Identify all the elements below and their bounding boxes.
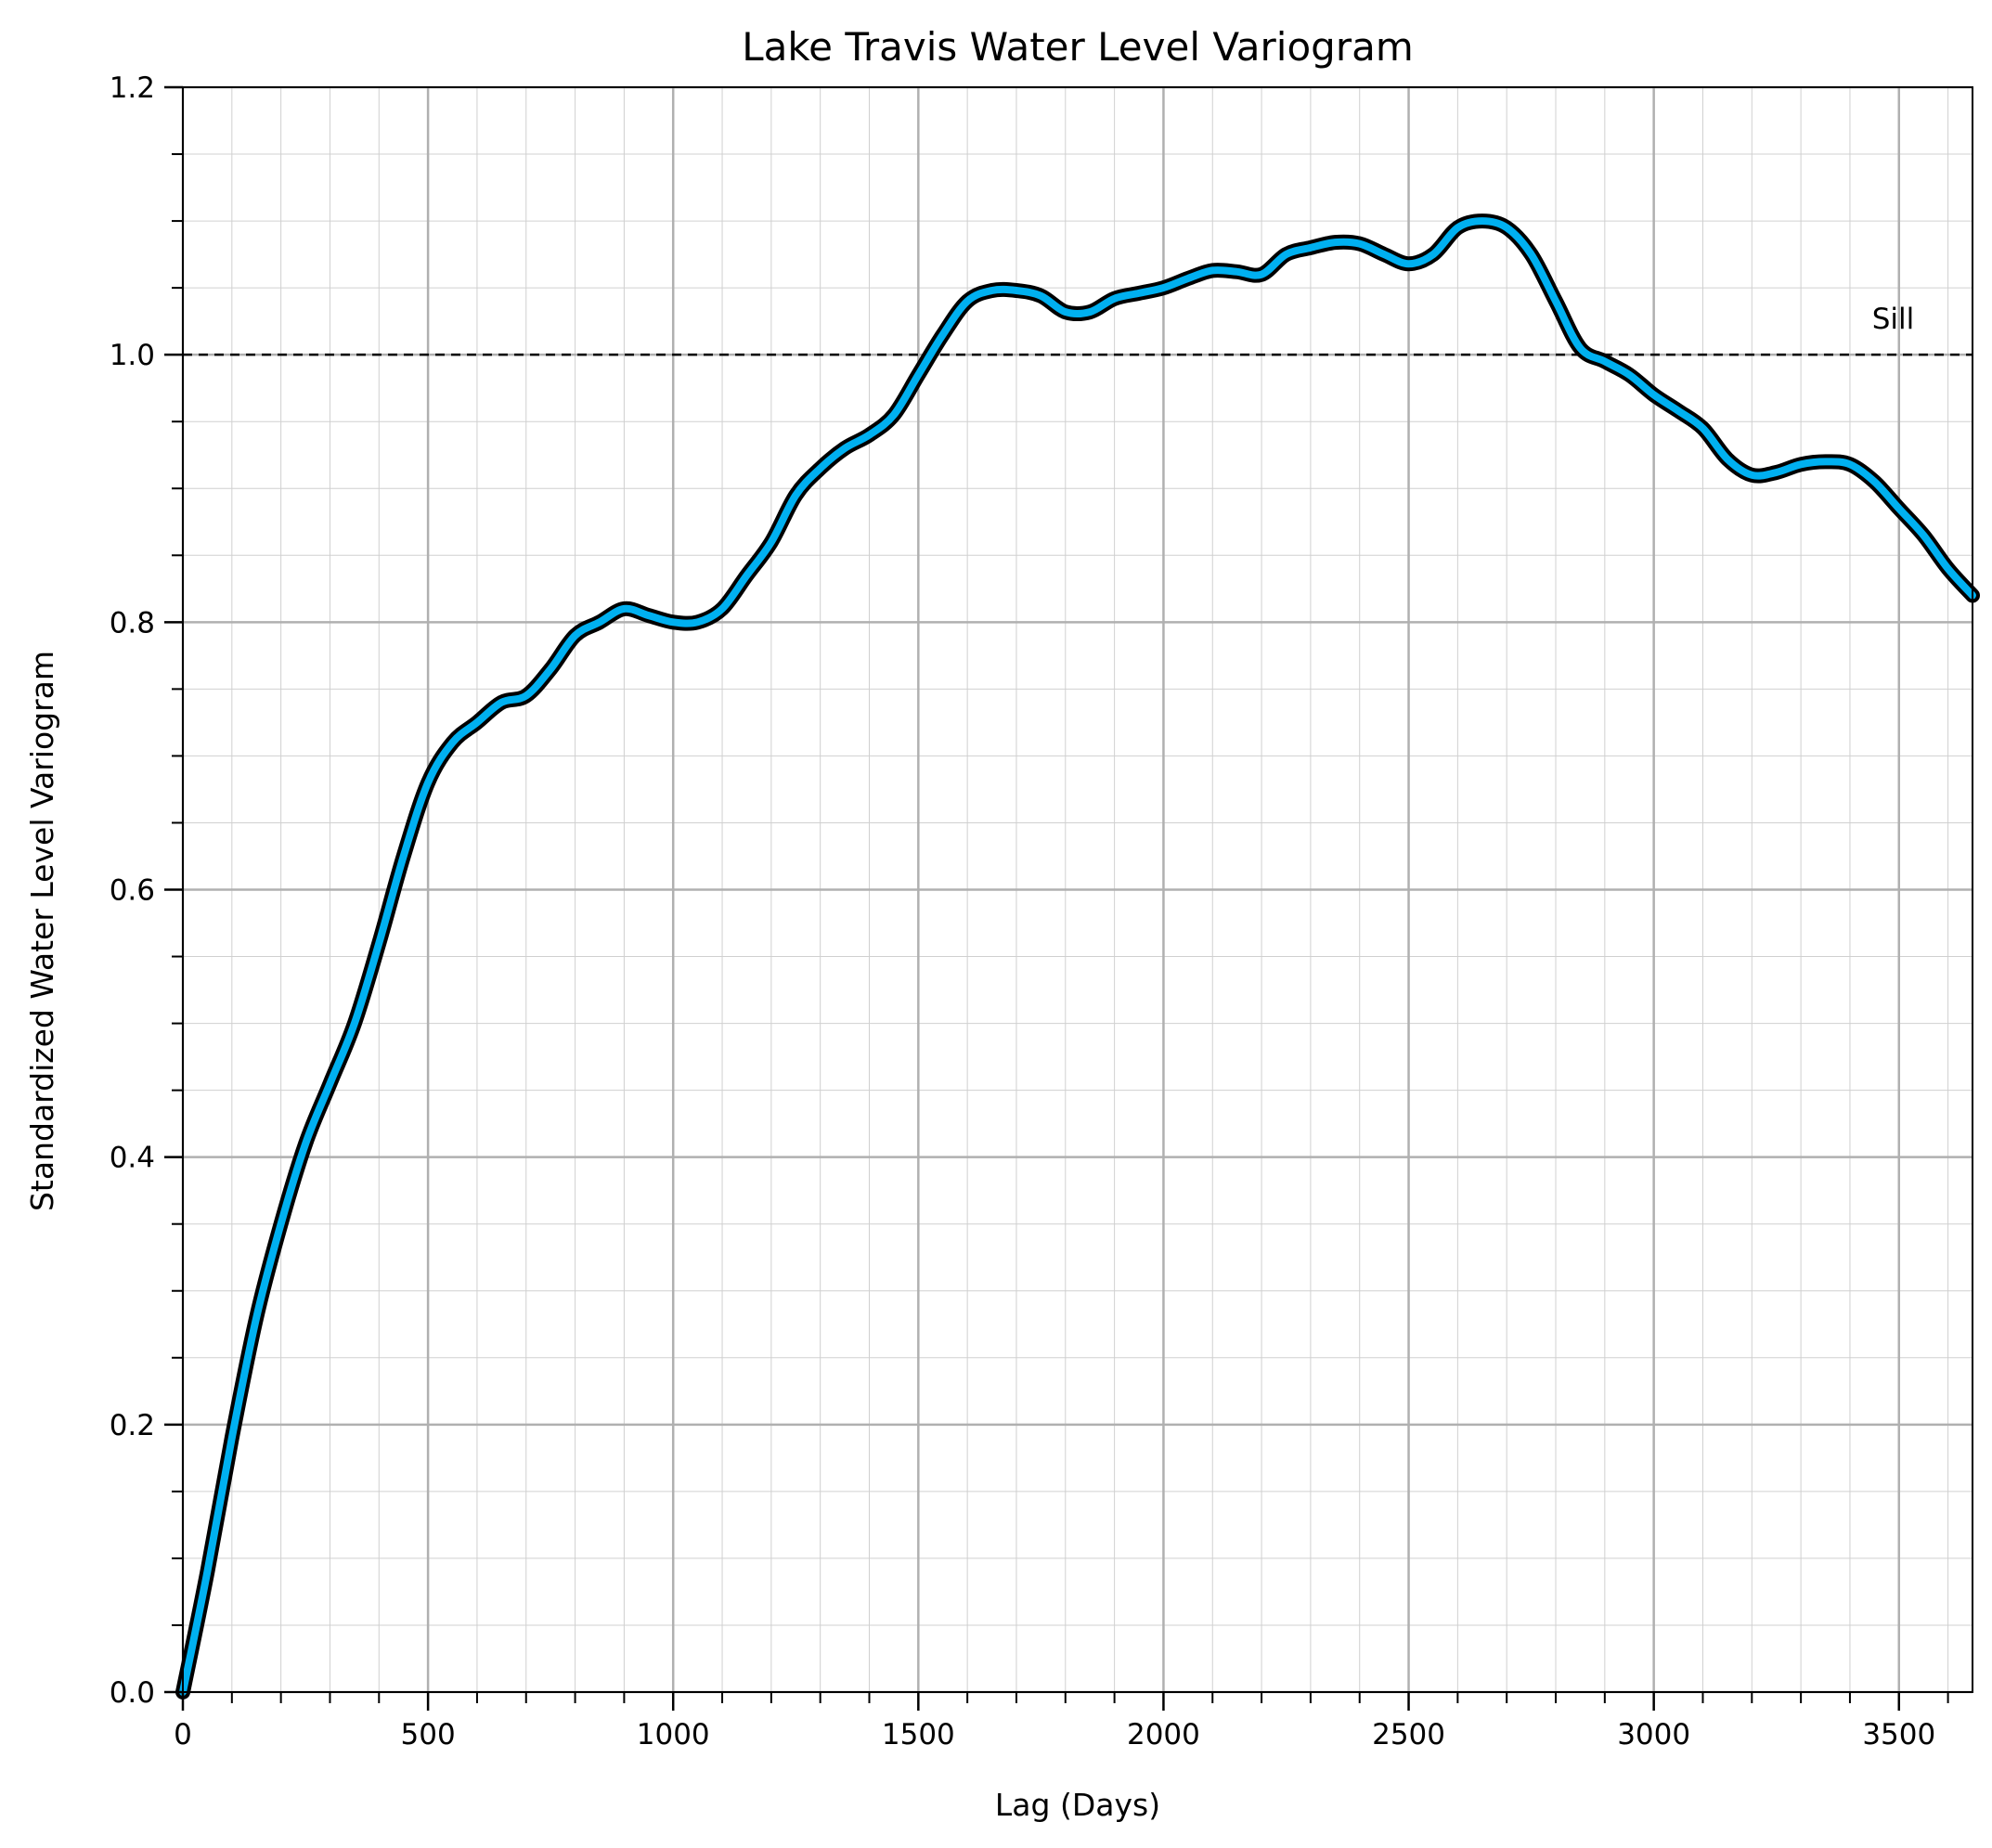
chart-title: Lake Travis Water Level Variogram bbox=[742, 24, 1414, 70]
axis-ticks bbox=[164, 85, 1949, 1711]
series-line bbox=[179, 217, 1976, 1696]
y-axis-label: Standardized Water Level Variogram bbox=[24, 651, 60, 1211]
sill-label: Sill bbox=[1872, 303, 1915, 336]
y-tick-label: 0.6 bbox=[110, 874, 155, 908]
x-tick-label: 500 bbox=[401, 1718, 456, 1751]
x-tick-label: 0 bbox=[174, 1718, 192, 1751]
x-tick-label: 2000 bbox=[1127, 1718, 1200, 1751]
x-axis-label: Lag (Days) bbox=[995, 1787, 1160, 1823]
x-tick-label: 3500 bbox=[1862, 1718, 1935, 1751]
y-tick-label: 0.2 bbox=[110, 1409, 155, 1442]
x-tick-label: 1500 bbox=[882, 1718, 955, 1751]
x-tick-label: 2500 bbox=[1372, 1718, 1445, 1751]
y-tick-label: 0.0 bbox=[110, 1676, 155, 1710]
series-group bbox=[175, 213, 1980, 1699]
y-tick-label: 1.0 bbox=[110, 339, 155, 372]
y-tick-label: 0.8 bbox=[110, 606, 155, 640]
x-tick-label: 1000 bbox=[637, 1718, 710, 1751]
y-tick-label: 0.4 bbox=[110, 1142, 155, 1175]
tick-labels: 0 500 1000 1500 2000 2500 3000 3500 0.0 0.2 0.4 0.6… bbox=[110, 71, 1936, 1751]
x-tick-label: 3000 bbox=[1617, 1718, 1690, 1751]
y-tick-label: 1.2 bbox=[110, 71, 155, 105]
